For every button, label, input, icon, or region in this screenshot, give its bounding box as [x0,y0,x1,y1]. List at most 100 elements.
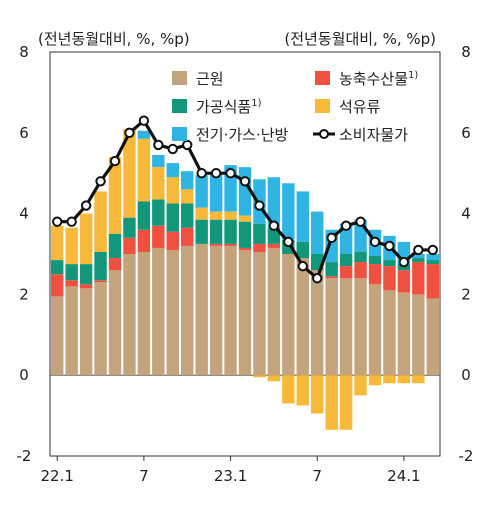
bar-segment [137,229,151,252]
cpi-point [167,143,178,155]
cpi-point [340,220,352,231]
bar-segment [311,270,324,376]
bar-segment [181,203,194,228]
bar-segment [195,219,208,244]
bar-segment [108,157,122,234]
bar-segment [108,270,122,376]
bar-segment [152,225,165,248]
line-layer [52,115,438,284]
bar-segment [94,251,107,281]
bar-segment [267,247,281,376]
bar-segment [325,278,338,376]
bar-segment [181,227,194,246]
cpi-point [153,139,164,151]
bar-segment [94,191,107,252]
cpi-point [326,232,337,244]
cpi-point [384,240,395,252]
bar-segment [253,223,266,244]
bar-segment [166,249,179,376]
bar-segment [123,254,136,376]
bar-segment [311,375,324,414]
y-tick-label-left: 0 [19,366,29,384]
legend-swatch [315,71,330,85]
cpi-point [225,168,236,179]
bar-segment [79,264,93,285]
bar-segment [94,280,107,283]
cpi-point [138,115,150,126]
bar-segment [152,247,165,376]
bar-segment [253,251,266,376]
cpi-point [239,176,251,187]
bar-segment [166,203,179,232]
bar-segment [253,243,266,252]
cpi-point [427,244,438,256]
cpi-point [413,244,424,256]
bar-segment [282,254,295,376]
cpi-point [109,155,121,167]
bar-segment [152,155,165,168]
bar-segment [51,260,64,275]
x-tick-label: 22.1 [41,467,74,485]
y-tick-label-right: 4 [461,205,471,223]
x-tick-label: 7 [139,467,149,485]
legend-swatch [172,71,187,85]
bar-segment [166,231,179,250]
bar-segment [368,284,382,376]
y-tick-label-left: 8 [19,43,29,61]
bar-segment [383,290,396,376]
legend-footnote-mark: 1) [408,70,418,81]
bar-segment [267,375,281,382]
plot-frame [49,51,441,457]
legend-swatch-marker [319,129,329,139]
cpi-point [254,200,265,211]
bar-segment [65,280,78,287]
bar-segment [137,201,151,230]
bar-segment [397,292,411,376]
bar-segment [166,177,179,204]
bar-segment [108,233,122,259]
cpi-point [80,200,92,211]
bar-segment [325,262,338,277]
bar-segment [209,245,223,376]
bar-segment [412,262,425,295]
bar-segment [65,286,78,376]
bar-segment [383,260,396,267]
bar-segment [79,213,93,265]
cpi-point [52,216,63,227]
bar-segment [181,189,194,204]
bar-segment [339,278,353,376]
bar-segment [325,375,338,430]
bar-segment [426,254,439,261]
bar-segment [123,217,136,238]
cpi-point [312,273,323,284]
bar-segment [94,282,107,376]
legend-footnote-mark: 1) [251,98,261,109]
bar-segment [108,258,122,271]
bar-segment [368,375,382,386]
legend-label: 소비자물가 [339,126,408,144]
bar-segment [354,375,367,396]
bar-segment [282,375,295,404]
y-tick-label-right: -2 [459,447,474,465]
y-tick-label-left: 6 [19,124,29,142]
bar-segment [181,245,194,376]
bar-segment [339,266,353,279]
cpi-point [369,236,381,248]
bar-segment [267,177,281,228]
y-tick-label-left: -2 [17,447,32,465]
bar-segment [224,245,237,376]
bar-segment [51,296,64,376]
bar-segment [166,163,179,178]
bar-segment [325,276,338,279]
bar-segment [51,225,64,261]
bar-segment [195,207,208,220]
bar-segment [238,221,252,248]
legend-label: 농축수산물1) [339,70,418,88]
right-unit-label: (전년동월대비, %, %p) [284,30,436,48]
y-tick-label-right: 8 [461,43,471,61]
bar-segment [426,298,439,376]
bar-segment [123,128,136,218]
bar-segment [383,375,396,384]
legend-swatch [172,99,187,113]
left-unit-label: (전년동월대비, %, %p) [38,30,190,48]
